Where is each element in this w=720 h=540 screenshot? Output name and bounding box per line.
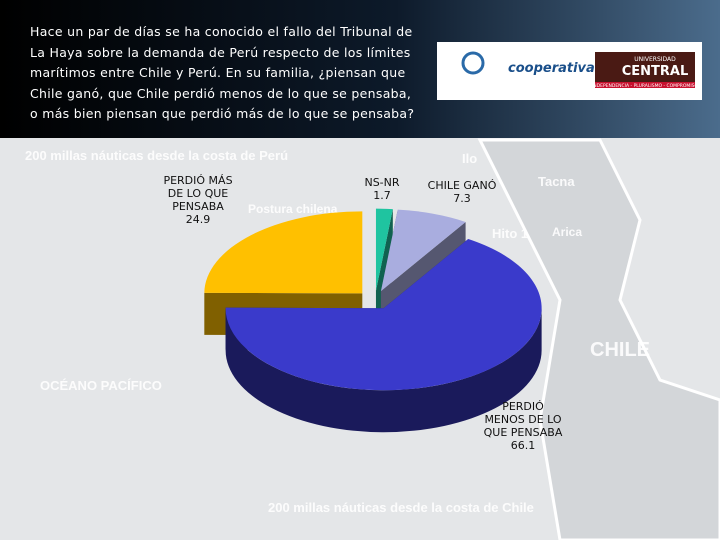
question: Hace un par de días se ha conocido el fa… xyxy=(30,24,415,121)
data-label: PERDIÓ MÁS DE LO QUE PENSABA 24.9 xyxy=(157,174,239,226)
map-label: Arica xyxy=(552,225,582,239)
slice-side xyxy=(375,209,393,333)
value-label: 7.3 xyxy=(453,192,471,205)
slice-wall xyxy=(225,308,542,433)
value-label: 66.1 xyxy=(510,439,536,452)
slice xyxy=(375,208,393,291)
category-name: CHILE GANÓ xyxy=(427,179,497,192)
map-label: OCÉANO PACÍFICO xyxy=(40,378,162,393)
map-label: CHILE xyxy=(590,339,650,361)
value-label: 1.7 xyxy=(373,189,391,202)
university-logo xyxy=(595,52,695,82)
value-label: 24.9 xyxy=(185,213,211,226)
data-label: CHILE GANÓ 7.3 xyxy=(427,179,497,205)
data-label: PERDIÓ MENOS DE LO QUE PENSABA 66.1 xyxy=(482,400,564,452)
logo-icon xyxy=(461,51,485,75)
map-label: Ilo xyxy=(462,151,477,166)
land-outline xyxy=(477,138,720,540)
motto: INDEPENDENCIA - PLURALISMO - COMPROMISO xyxy=(592,83,699,89)
map-label: 200 millas náuticas desde la costa de Pe… xyxy=(25,148,288,163)
map-label: 200 millas náuticas desde la costa de Ch… xyxy=(268,500,534,515)
slice xyxy=(225,238,542,391)
category-name: PERDIÓ MENOS DE LO QUE PENSABA xyxy=(483,400,563,439)
category-name: PERDIÓ MÁS DE LO QUE PENSABA xyxy=(163,174,233,213)
map-label: Postura chilena xyxy=(248,202,338,216)
map-label: Hito 1 xyxy=(492,226,528,241)
motto-band xyxy=(595,82,695,88)
university-name: CENTRAL xyxy=(622,64,689,79)
university-small: UNIVERSIDAD xyxy=(634,56,676,63)
radio-logo: cooperativa xyxy=(508,61,595,76)
category-name: NS-NR xyxy=(364,176,400,189)
map-label: Tacna xyxy=(538,174,575,189)
slice xyxy=(380,209,466,292)
data-label: NS-NR 1.7 xyxy=(347,176,417,202)
slice xyxy=(204,211,363,294)
